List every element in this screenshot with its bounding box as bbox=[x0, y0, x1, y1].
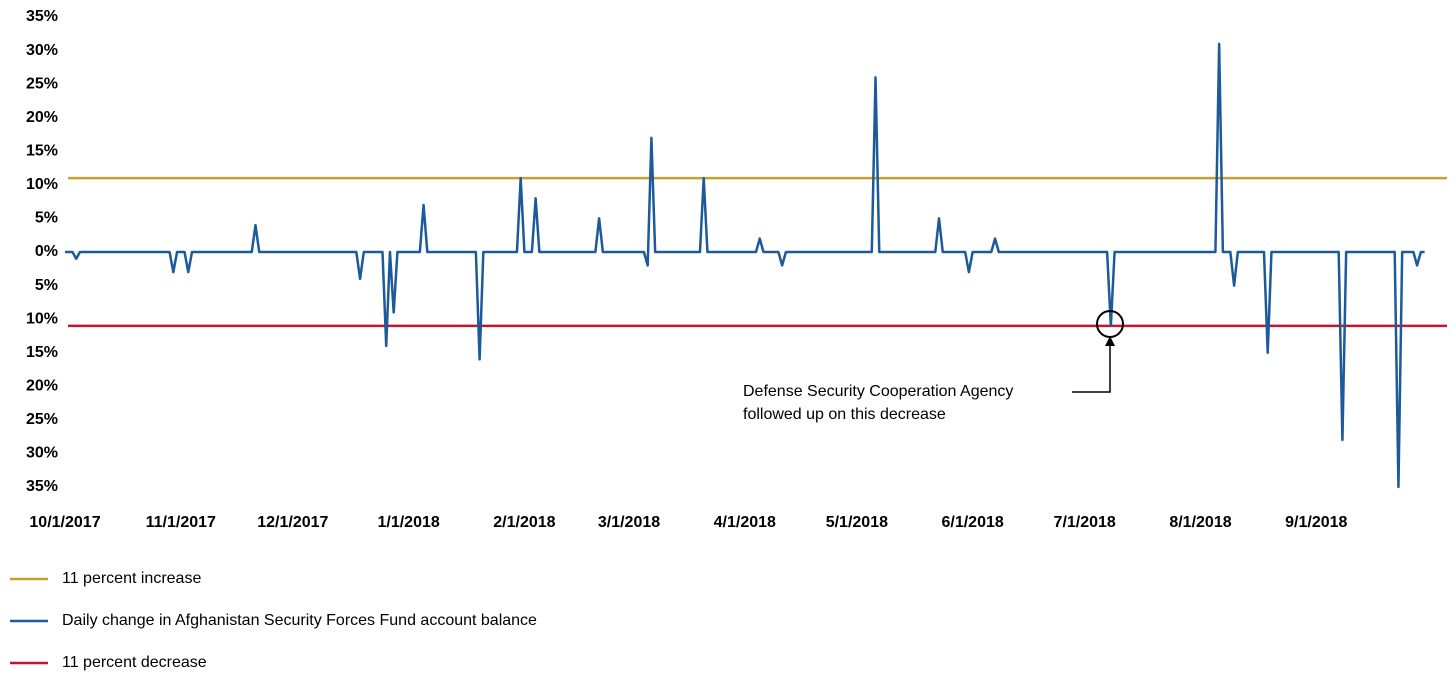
y-tick-label: 30% bbox=[26, 445, 58, 462]
x-tick-label: 6/1/2018 bbox=[941, 514, 1003, 531]
x-tick-label: 2/1/2018 bbox=[493, 514, 555, 531]
annotation-arrowhead bbox=[1105, 336, 1115, 346]
y-tick-label: 35% bbox=[26, 478, 58, 495]
x-tick-label: 10/1/2017 bbox=[29, 514, 100, 531]
annotation-line: Defense Security Cooperation Agency bbox=[743, 383, 1013, 400]
y-tick-label: 30% bbox=[26, 42, 58, 59]
y-tick-label: 10% bbox=[26, 176, 58, 193]
legend-label: 11 percent increase bbox=[62, 570, 201, 587]
legend-label: 11 percent decrease bbox=[62, 654, 207, 671]
y-tick-label: 35% bbox=[26, 8, 58, 25]
legend-label: Daily change in Afghanistan Security For… bbox=[62, 612, 537, 629]
y-tick-label: 25% bbox=[26, 411, 58, 428]
y-tick-label: 25% bbox=[26, 75, 58, 92]
annotation-arrow bbox=[1072, 341, 1111, 393]
x-tick-label: 12/1/2017 bbox=[257, 514, 328, 531]
y-tick-label: 15% bbox=[26, 143, 58, 160]
x-tick-label: 7/1/2018 bbox=[1054, 514, 1116, 531]
x-tick-label: 3/1/2018 bbox=[598, 514, 660, 531]
x-tick-label: 8/1/2018 bbox=[1169, 514, 1231, 531]
x-tick-label: 5/1/2018 bbox=[826, 514, 888, 531]
x-tick-label: 4/1/2018 bbox=[714, 514, 776, 531]
x-tick-label: 11/1/2017 bbox=[146, 514, 216, 531]
data-line bbox=[65, 42, 1425, 489]
y-tick-label: 5% bbox=[35, 210, 58, 227]
y-tick-label: 5% bbox=[35, 277, 58, 294]
y-tick-label: 20% bbox=[26, 109, 58, 126]
y-tick-label: 20% bbox=[26, 378, 58, 395]
x-tick-label: 1/1/2018 bbox=[377, 514, 439, 531]
annotation-circle bbox=[1096, 310, 1124, 338]
annotation-line: followed up on this decrease bbox=[743, 406, 946, 423]
x-tick-label: 9/1/2018 bbox=[1285, 514, 1347, 531]
y-tick-label: 15% bbox=[26, 344, 58, 361]
y-tick-label: 10% bbox=[26, 310, 58, 327]
y-tick-label: 0% bbox=[35, 243, 58, 260]
